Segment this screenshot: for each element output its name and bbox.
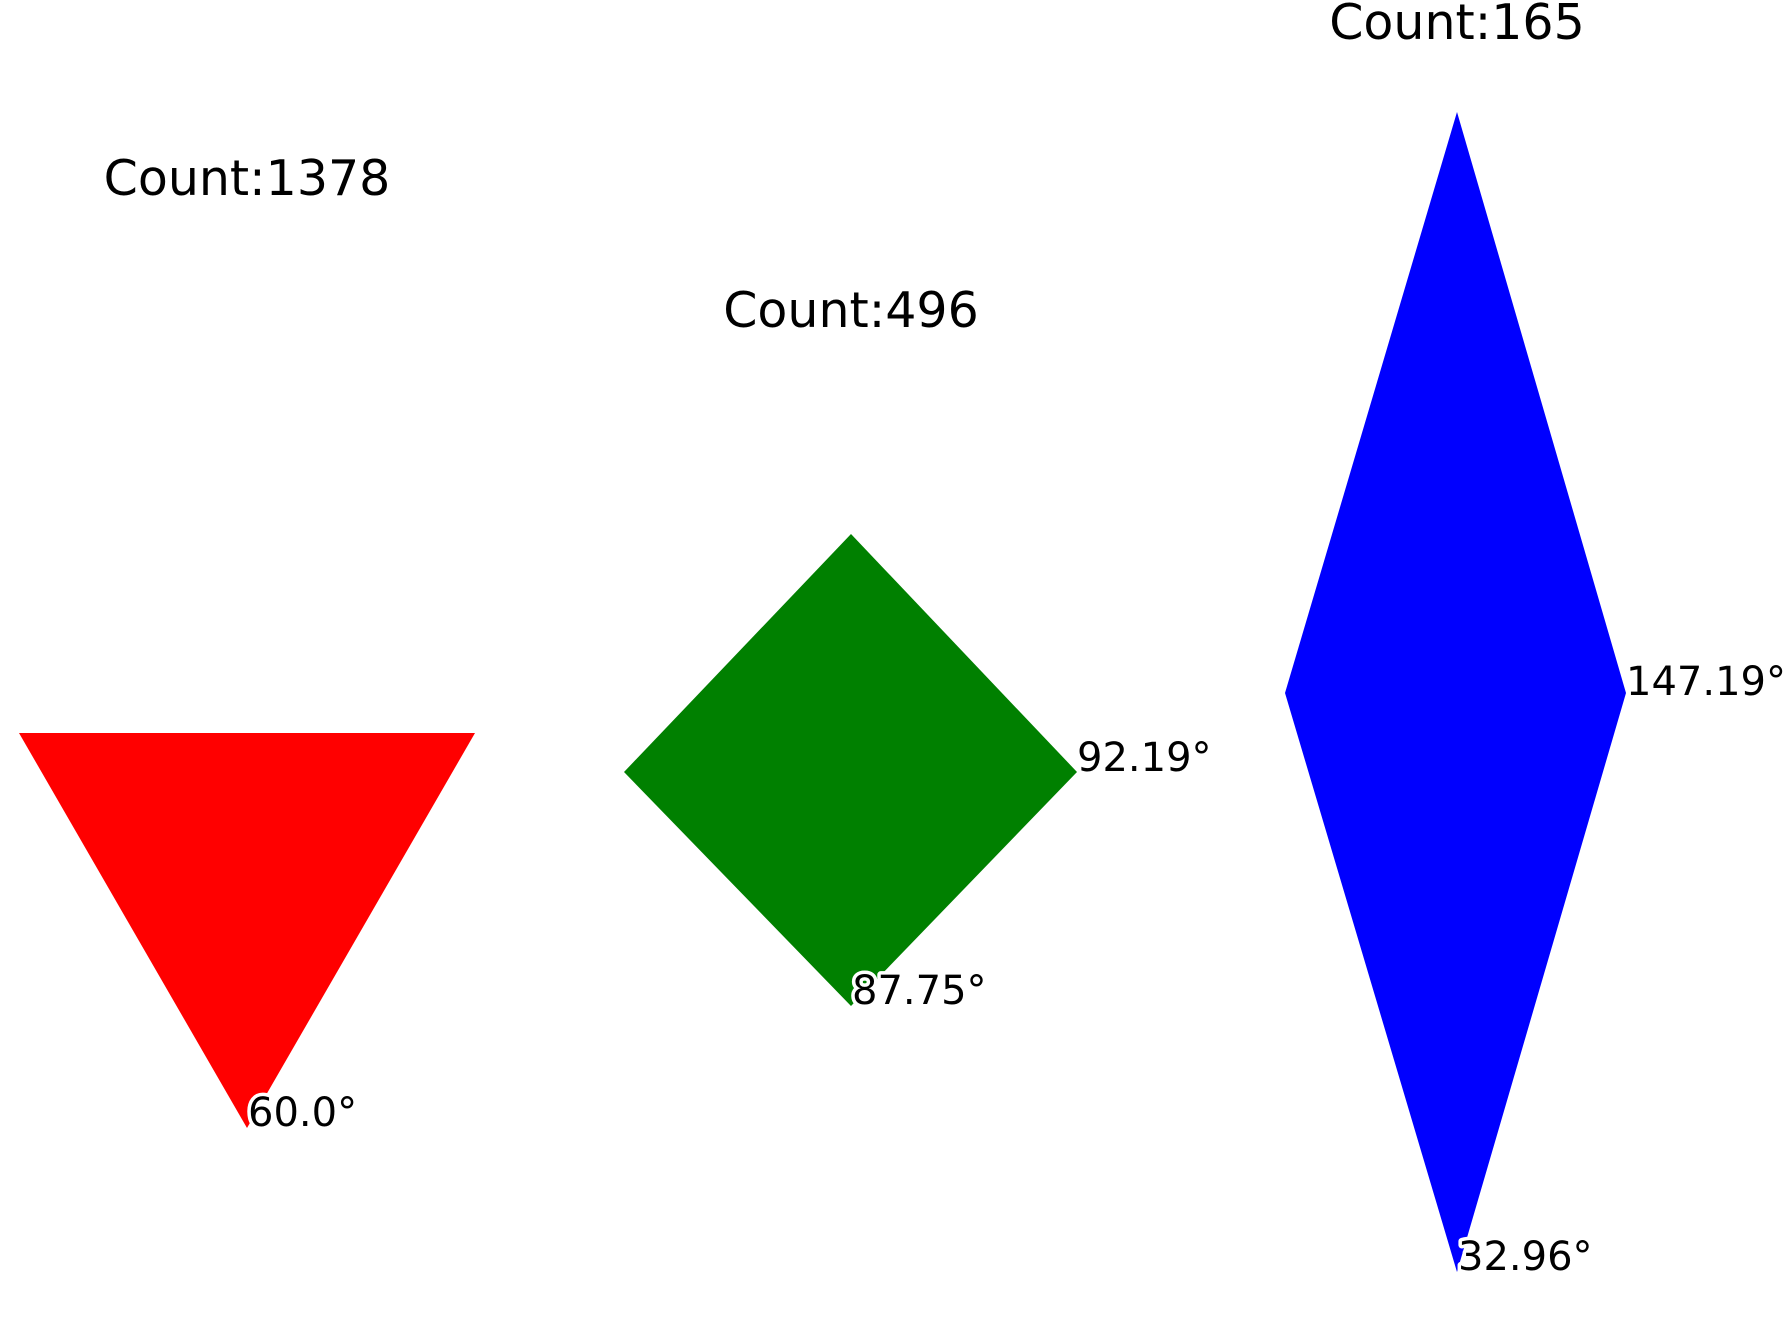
rhombus-right-angle-label: 147.19°	[1626, 659, 1786, 705]
triangle-group: Count:1378 60.0°	[19, 150, 475, 1140]
square-count-label: Count:496	[723, 282, 979, 339]
triangle-count-label: Count:1378	[104, 150, 391, 207]
square-group: Count:496 92.19° 87.75°	[624, 282, 1215, 1018]
triangle-shape	[19, 733, 475, 1128]
square-bottom-angle-label: 87.75°	[852, 968, 987, 1014]
rhombus-bottom-angle-label: 32.96°	[1458, 1234, 1593, 1280]
rhombus-count-label: Count:165	[1329, 0, 1585, 51]
rhombus-group: Count:165 147.19° 32.96°	[1285, 0, 1789, 1284]
triangle-bottom-angle-label: 60.0°	[248, 1090, 357, 1136]
square-right-angle-label: 92.19°	[1077, 735, 1212, 781]
rhombus-shape	[1285, 112, 1626, 1272]
square-shape	[624, 534, 1077, 1006]
